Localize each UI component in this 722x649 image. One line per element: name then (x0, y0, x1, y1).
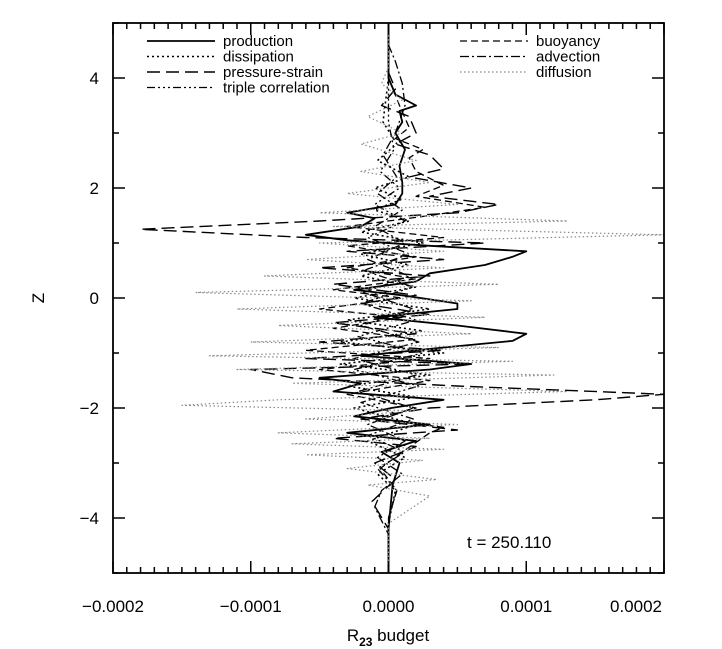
legend-label-2: pressure-strain (223, 64, 323, 81)
x-axis-title-rest: budget (372, 626, 429, 645)
x-axis-title-main: R (347, 626, 359, 645)
y-axis-title: Z (29, 293, 48, 303)
legend-label-5: advection (536, 49, 600, 66)
y-tick-label-4: 4 (90, 69, 99, 88)
x-axis-title-subscript: 23 (359, 635, 373, 649)
x-tick-label-1: −0.0001 (220, 597, 282, 616)
legend-label-0: production (223, 33, 293, 50)
y-tick-label-2: 0 (90, 289, 99, 308)
legend-label-4: buoyancy (536, 33, 601, 50)
series-line-0 (305, 23, 528, 573)
legend-label-3: triple correlation (223, 80, 330, 97)
y-tick-label-3: 2 (90, 179, 99, 198)
series-line-5 (353, 23, 420, 573)
axis-ticks (112, 22, 665, 574)
x-tick-label-0: −0.0002 (82, 597, 144, 616)
series-line-2 (139, 23, 664, 573)
x-tick-label-4: 0.0002 (610, 597, 662, 616)
x-axis-title: R23 budget (347, 626, 430, 649)
time-annotation: t = 250.110 (467, 533, 551, 552)
legend: productiondissipationpressure-straintrip… (147, 33, 601, 97)
series-line-4 (305, 23, 486, 573)
legend-label-6: diffusion (536, 64, 592, 81)
x-tick-label-3: 0.0001 (500, 597, 552, 616)
x-tick-label-2: 0.0000 (363, 597, 415, 616)
series-lines (139, 23, 664, 573)
y-tick-label-0: −4 (80, 509, 99, 528)
y-tick-label-1: −2 (80, 399, 99, 418)
legend-label-1: dissipation (223, 49, 294, 66)
series-line-3 (353, 23, 424, 573)
